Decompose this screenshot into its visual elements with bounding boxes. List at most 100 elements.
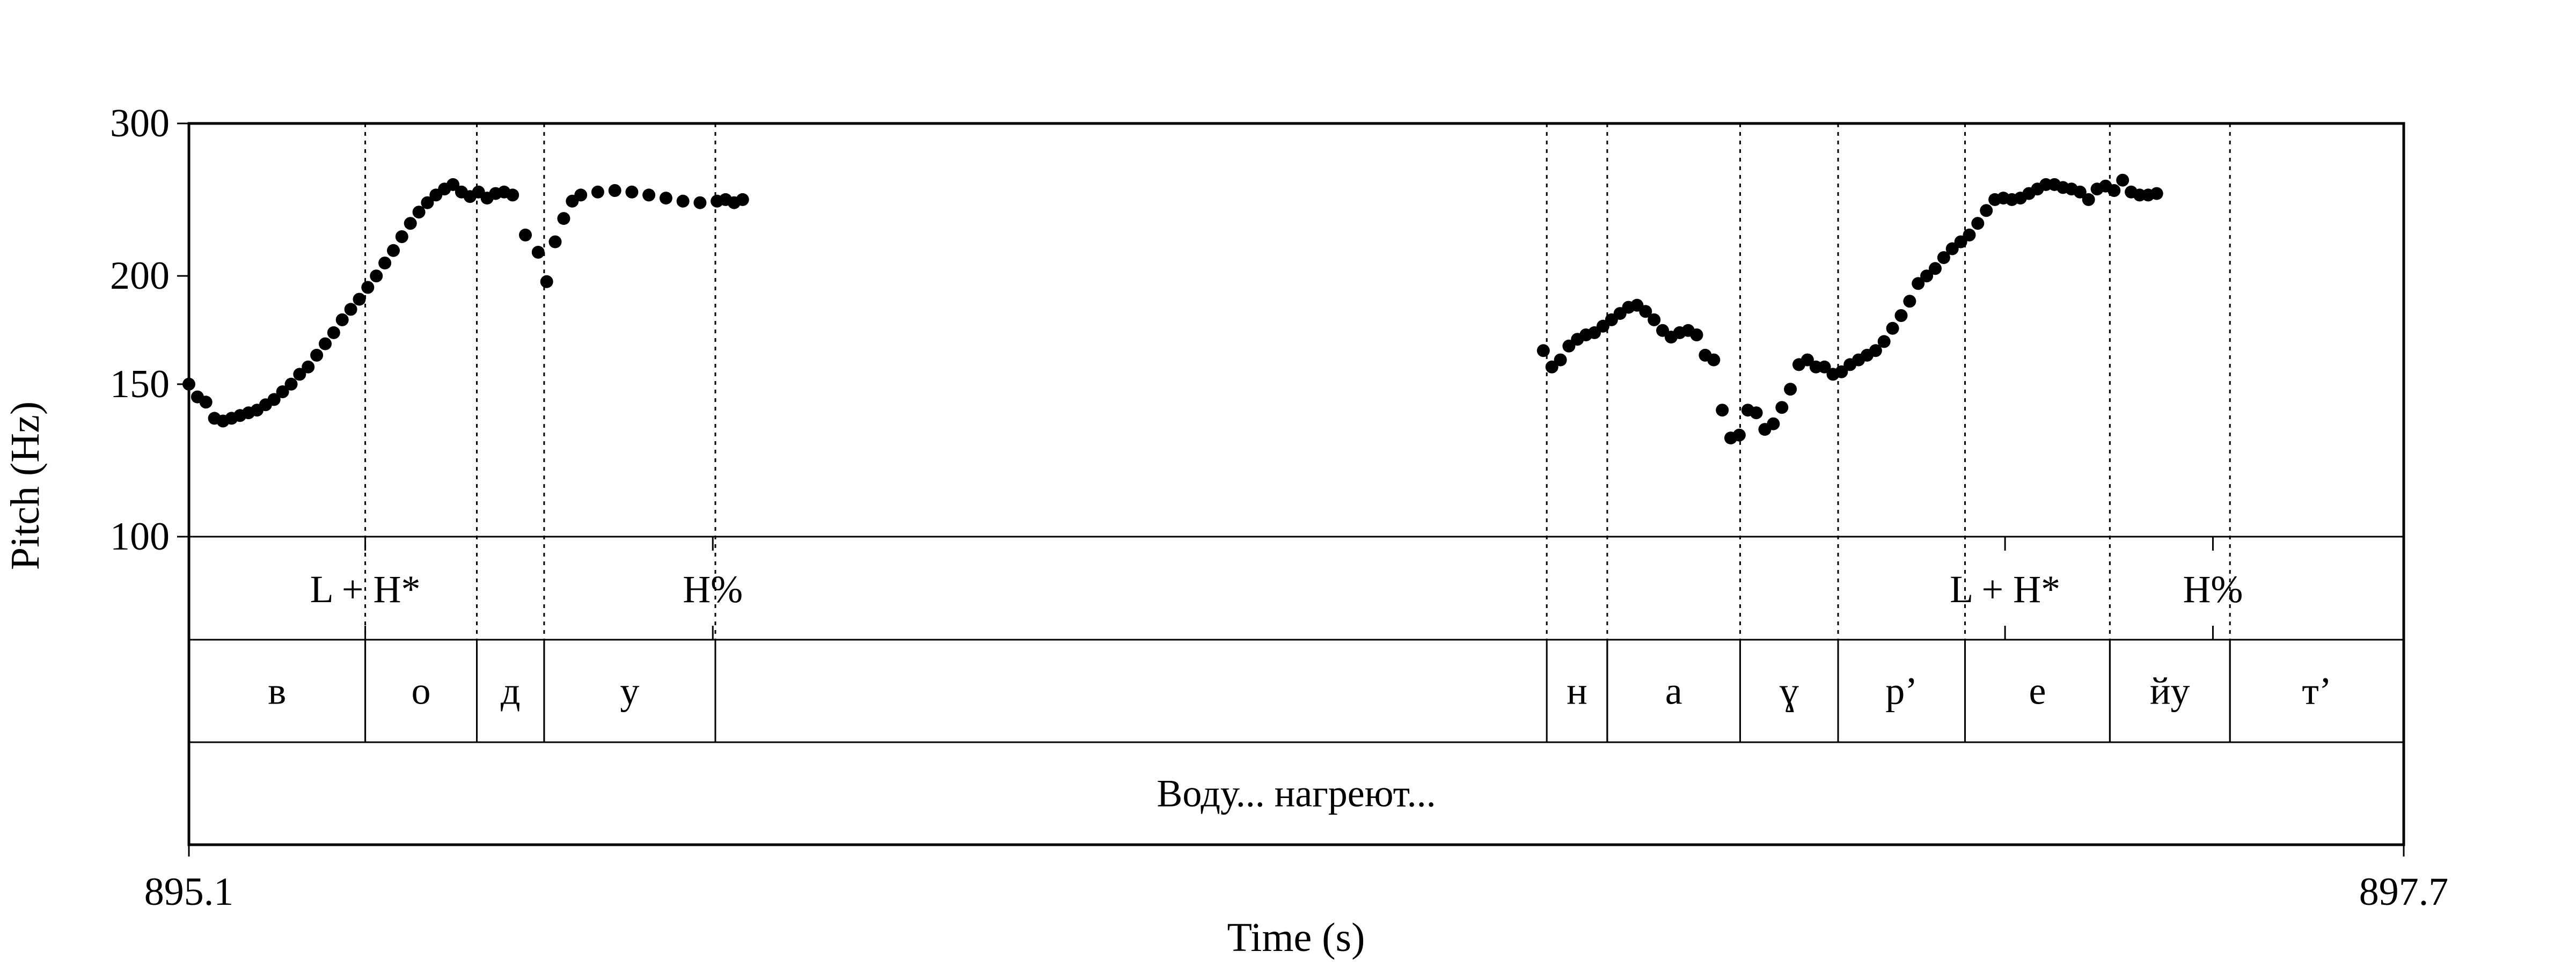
- pitch-point-107: [1963, 228, 1976, 241]
- pitch-point-90: [1818, 360, 1831, 374]
- pitch-point-85: [1775, 401, 1789, 414]
- pitch-point-40: [531, 246, 545, 259]
- pitch-point-88: [1801, 353, 1814, 367]
- pitch-point-18: [335, 313, 349, 326]
- pitch-point-45: [574, 188, 588, 202]
- pitch-point-98: [1886, 321, 1899, 335]
- pitch-point-24: [387, 244, 400, 257]
- pitch-point-99: [1894, 309, 1908, 322]
- pitch-point-51: [676, 194, 690, 208]
- tier-labels: L + H* H% L + H* H% в о д у н а ɣ р’ е йу т’ Воду... на…: [268, 568, 2332, 815]
- segment-label-1: о: [412, 670, 431, 713]
- pitch-point-121: [2082, 193, 2095, 206]
- x-tick-label-start: 895.1: [144, 870, 234, 914]
- pitch-point-42: [548, 235, 562, 248]
- y-axis-title: Pitch (Hz): [3, 401, 48, 570]
- pitch-point-52: [693, 196, 707, 209]
- pitch-point-80: [1732, 428, 1746, 442]
- pitch-point-96: [1869, 344, 1882, 357]
- pitch-point-50: [659, 192, 672, 205]
- pitch-point-12: [284, 377, 298, 391]
- tier-boundaries: [364, 537, 2231, 742]
- tone-label-2: L + H*: [1950, 568, 2060, 611]
- segment-label-6: ɣ: [1780, 670, 1799, 713]
- pitch-point-46: [591, 185, 604, 199]
- pitch-point-86: [1784, 383, 1797, 396]
- pitch-point-19: [344, 303, 357, 316]
- pitch-point-120: [2073, 185, 2087, 199]
- pitch-point-13: [293, 368, 306, 381]
- pitch-point-26: [404, 217, 417, 230]
- x-tick-label-end: 897.7: [2359, 870, 2449, 914]
- pitch-point-69: [1639, 305, 1652, 318]
- pitch-point-105: [1945, 242, 1959, 255]
- plot-border: [187, 122, 2405, 846]
- pitch-point-21: [361, 281, 375, 294]
- pitch-point-84: [1767, 417, 1780, 430]
- pitch-point-59: [1554, 353, 1567, 367]
- pitch-point-39: [519, 228, 532, 241]
- pitch-point-22: [370, 269, 383, 283]
- segment-label-7: р’: [1885, 670, 1918, 713]
- pitch-point-31: [447, 178, 460, 191]
- pitch-point-104: [1937, 251, 1950, 264]
- x-axis-title: Time (s): [1227, 915, 1365, 960]
- tone-label-0: L + H*: [310, 568, 421, 611]
- reference-lines: [364, 123, 2231, 640]
- pitch-point-25: [395, 230, 408, 243]
- pitch-point-97: [1877, 335, 1891, 348]
- pitch-point-14: [302, 360, 315, 374]
- pitch-point-10: [267, 393, 281, 406]
- pitch-point-43: [557, 212, 570, 225]
- pitch-point-58: [1545, 360, 1558, 374]
- pitch-point-70: [1648, 313, 1661, 326]
- pitch-point-124: [2107, 184, 2121, 197]
- pitch-point-100: [1903, 295, 1916, 308]
- pitch-point-38: [506, 188, 519, 202]
- pitch-point-92: [1835, 365, 1848, 378]
- pitch-point-20: [353, 292, 366, 306]
- pitch-point-28: [421, 196, 434, 209]
- pitch-point-129: [2150, 187, 2163, 200]
- pitch-point-49: [642, 188, 656, 202]
- y-tick-label-2: 200: [110, 254, 170, 298]
- pitch-point-11: [276, 385, 289, 398]
- pitch-point-78: [1716, 404, 1729, 417]
- pitch-point-23: [378, 257, 392, 270]
- pitch-point-57: [1536, 344, 1550, 357]
- segment-label-2: д: [501, 670, 521, 713]
- pitch-point-125: [2116, 173, 2129, 187]
- segment-label-9: йу: [2150, 670, 2190, 713]
- pitch-point-102: [1920, 269, 1934, 283]
- pitch-point-82: [1750, 406, 1763, 420]
- tone-label-3: H%: [2183, 568, 2243, 611]
- pitch-point-101: [1912, 277, 1925, 290]
- segment-label-3: у: [620, 670, 639, 713]
- pitch-point-15: [310, 348, 324, 362]
- pitch-points: [182, 173, 2163, 445]
- pitch-point-47: [608, 184, 621, 197]
- segment-label-4: н: [1567, 670, 1587, 713]
- segment-label-8: е: [2029, 670, 2046, 713]
- y-tick-label-3: 300: [110, 101, 170, 145]
- word-label-0: Воду... нагреют...: [1157, 772, 1436, 815]
- pitch-point-56: [736, 193, 749, 206]
- pitch-point-75: [1690, 328, 1703, 341]
- pitch-point-77: [1707, 353, 1721, 367]
- plot-frame: [187, 122, 2405, 846]
- segment-label-10: т’: [2302, 670, 2331, 713]
- pitch-point-103: [1929, 262, 1942, 275]
- segment-label-5: а: [1665, 670, 1682, 713]
- pitch-point-109: [1980, 204, 1993, 217]
- pitch-point-16: [319, 337, 332, 350]
- segment-label-0: в: [268, 670, 286, 713]
- pitch-point-108: [1971, 217, 1985, 230]
- pitch-point-17: [327, 326, 340, 339]
- axis-ticks: 100 150 200 300: [110, 101, 2405, 857]
- pitch-point-27: [412, 206, 426, 219]
- y-tick-label-0: 100: [110, 515, 170, 559]
- tone-label-1: H%: [683, 568, 743, 611]
- pitch-point-2: [199, 396, 213, 409]
- pitch-point-48: [625, 185, 639, 199]
